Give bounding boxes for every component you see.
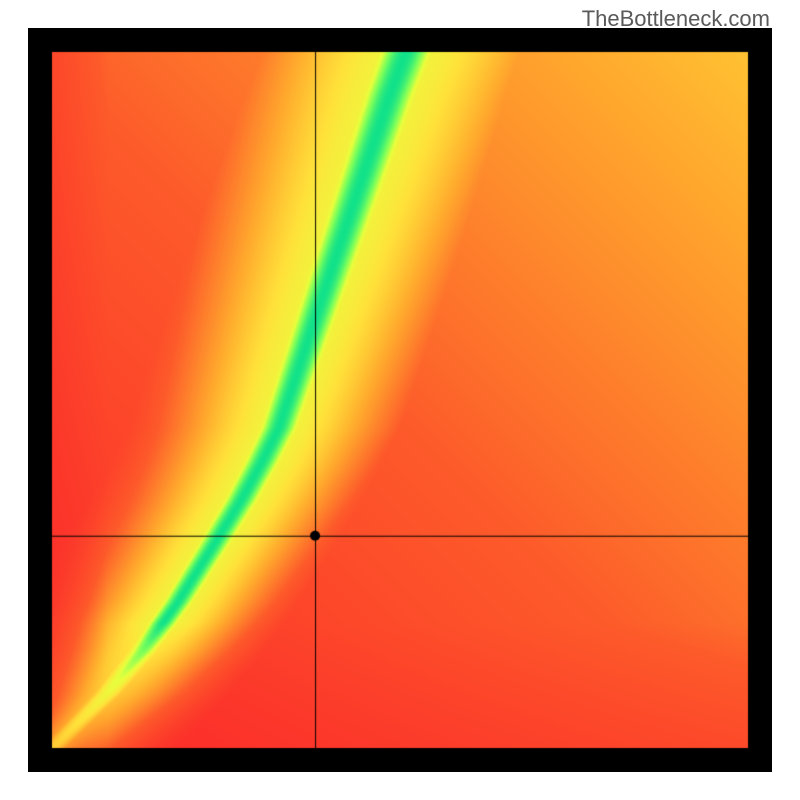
chart-container: TheBottleneck.com: [0, 0, 800, 800]
watermark-text: TheBottleneck.com: [582, 6, 770, 32]
plot-area: [28, 28, 772, 772]
heatmap-canvas: [28, 28, 772, 772]
